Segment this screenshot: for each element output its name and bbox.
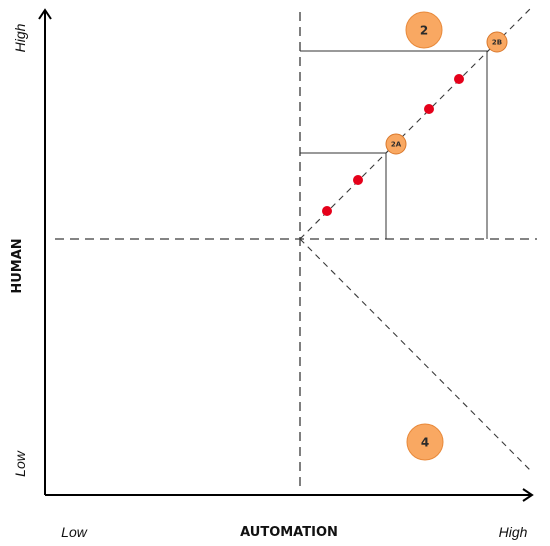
node-2a: 2A [385,133,407,155]
x-axis-arrow [522,488,534,502]
guide-2a [300,152,387,239]
path-dot [353,175,363,185]
node-2b: 2B [486,31,508,53]
path-dot [424,104,434,114]
guide-2b [300,50,488,239]
x-axis-high-label: High [499,524,528,540]
node-2a-label: 2A [391,141,402,149]
y-axis-low-label: Low [12,450,28,477]
path-dot [454,74,464,84]
node-2: 2 [405,11,443,49]
x-axis-low-label: Low [61,524,88,540]
y-axis-arrow [38,8,52,20]
x-axis-title: AUTOMATION [240,525,338,540]
node-2b-label: 2B [492,39,502,47]
node-4: 4 [406,423,444,461]
y-axis-high-label: High [12,23,28,52]
node-4-label: 4 [421,436,429,450]
y-axis-title: HUMAN [10,238,25,293]
node-2-label: 2 [420,24,428,38]
path-dot [322,206,332,216]
